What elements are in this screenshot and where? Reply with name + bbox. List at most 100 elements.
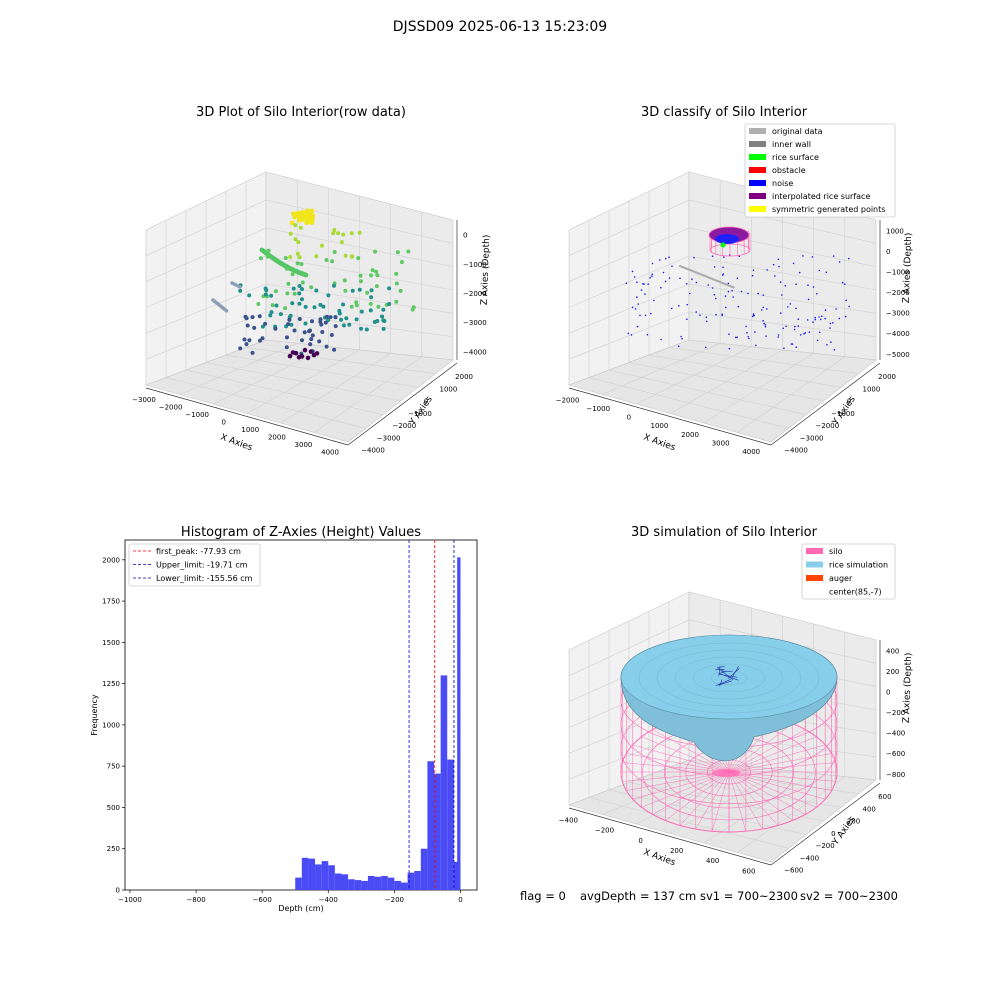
noise-point bbox=[752, 269, 755, 272]
sim-zlabel: Z Axies (Depth) bbox=[902, 653, 914, 724]
scatter-point bbox=[320, 243, 324, 248]
x-tick-label: 2000 bbox=[681, 431, 699, 439]
x-tick-label: −800 bbox=[186, 896, 205, 904]
legend-frame bbox=[744, 123, 896, 218]
hist-bar bbox=[387, 877, 395, 890]
noise-point bbox=[748, 337, 750, 340]
legend-frame bbox=[801, 543, 896, 600]
noise-point bbox=[693, 256, 695, 259]
scatter-point bbox=[244, 342, 249, 347]
y-tick-label: 1250 bbox=[102, 680, 120, 688]
scatter-point bbox=[285, 291, 290, 296]
scatter-point bbox=[250, 315, 255, 320]
noise-point bbox=[818, 331, 821, 334]
y-tick-label: 600 bbox=[878, 793, 891, 801]
scatter-point bbox=[273, 289, 278, 294]
noise-point bbox=[736, 336, 738, 339]
noise-point bbox=[824, 317, 826, 320]
scatter-point bbox=[387, 286, 392, 291]
scatter-point bbox=[380, 314, 385, 319]
scatter-point bbox=[244, 316, 249, 321]
noise-point bbox=[779, 312, 782, 314]
scatter-point bbox=[349, 304, 354, 309]
x-tick-label: 3000 bbox=[295, 441, 313, 449]
scatter-point bbox=[252, 325, 257, 330]
noise-point bbox=[740, 290, 743, 293]
silo-radial-wire bbox=[626, 753, 730, 773]
auger-trace bbox=[725, 670, 733, 673]
silo-radial-wire bbox=[728, 744, 826, 773]
noise-point bbox=[644, 314, 647, 317]
noise-point bbox=[668, 277, 671, 279]
scatter-point bbox=[266, 248, 271, 253]
legend-label: inner wall bbox=[772, 140, 811, 149]
scatter-point bbox=[297, 284, 302, 288]
scatter-point bbox=[247, 293, 252, 298]
hist-bar bbox=[420, 848, 428, 890]
grid-line bbox=[245, 181, 436, 374]
y-tick-label: 1000 bbox=[102, 721, 120, 729]
noise-point bbox=[818, 316, 820, 318]
scatter-point bbox=[314, 254, 319, 259]
hist-bar bbox=[394, 880, 401, 890]
noise-point bbox=[795, 283, 797, 286]
z-tick-label: −2000 bbox=[463, 290, 487, 298]
scatter-point bbox=[308, 328, 312, 333]
scatter-point bbox=[354, 303, 359, 308]
legend-swatch bbox=[749, 206, 766, 212]
noise-point bbox=[793, 328, 796, 331]
rice-contour bbox=[656, 649, 802, 707]
scatter-point bbox=[332, 283, 336, 288]
hist-bar bbox=[447, 759, 454, 890]
noise-point bbox=[725, 306, 727, 309]
scatter-point bbox=[238, 288, 243, 293]
noise-point bbox=[794, 325, 796, 328]
noise-point bbox=[747, 336, 749, 338]
noise-point bbox=[747, 292, 749, 295]
x-tick-label: 3000 bbox=[712, 439, 730, 447]
hist-title: Histogram of Z-Axies (Height) Values bbox=[181, 525, 421, 540]
scatter-point bbox=[349, 231, 354, 236]
noise-point bbox=[752, 313, 755, 315]
legend-label: rice simulation bbox=[829, 561, 888, 570]
noise-point bbox=[789, 303, 792, 305]
scatter-point bbox=[374, 269, 379, 274]
silo-radial-wire bbox=[728, 762, 836, 773]
noise-point bbox=[705, 320, 708, 323]
silo-radial-wire bbox=[632, 771, 730, 800]
scatter-point bbox=[300, 280, 305, 285]
x-tick-label: −2000 bbox=[159, 404, 183, 412]
z-tick-label: −4000 bbox=[463, 348, 487, 356]
noise-point bbox=[797, 325, 800, 327]
x-tick-label: 0 bbox=[458, 896, 462, 904]
y-tick-label: −2000 bbox=[392, 422, 416, 430]
y-axis-line bbox=[770, 362, 881, 446]
scatter-point bbox=[286, 322, 291, 327]
noise-point bbox=[686, 303, 688, 306]
hist-bar bbox=[301, 857, 309, 890]
scatter-point bbox=[410, 307, 415, 312]
rice-contour bbox=[710, 670, 748, 686]
noise-point bbox=[762, 319, 764, 322]
z-tick-label: 0 bbox=[886, 248, 890, 256]
classify-xlabel: X Axies bbox=[642, 432, 677, 453]
noise-point bbox=[721, 314, 723, 317]
silo-radial-wire bbox=[728, 771, 817, 808]
scatter-point bbox=[310, 333, 315, 338]
scatter-point bbox=[295, 251, 300, 256]
noise-point bbox=[824, 309, 827, 311]
scatter-point bbox=[369, 288, 374, 293]
noise-point bbox=[825, 271, 828, 274]
scatter-point bbox=[381, 318, 386, 323]
noise-point bbox=[651, 262, 654, 265]
noise-point bbox=[807, 298, 810, 301]
noise-point bbox=[651, 273, 654, 276]
noise-point bbox=[799, 334, 802, 336]
scatter-point bbox=[283, 256, 288, 260]
y-axis-line bbox=[347, 362, 458, 446]
noise-point bbox=[826, 344, 828, 346]
noise-point bbox=[642, 283, 644, 285]
legend-swatch bbox=[806, 548, 823, 554]
scatter-point bbox=[238, 285, 242, 289]
noise-point bbox=[781, 294, 783, 296]
